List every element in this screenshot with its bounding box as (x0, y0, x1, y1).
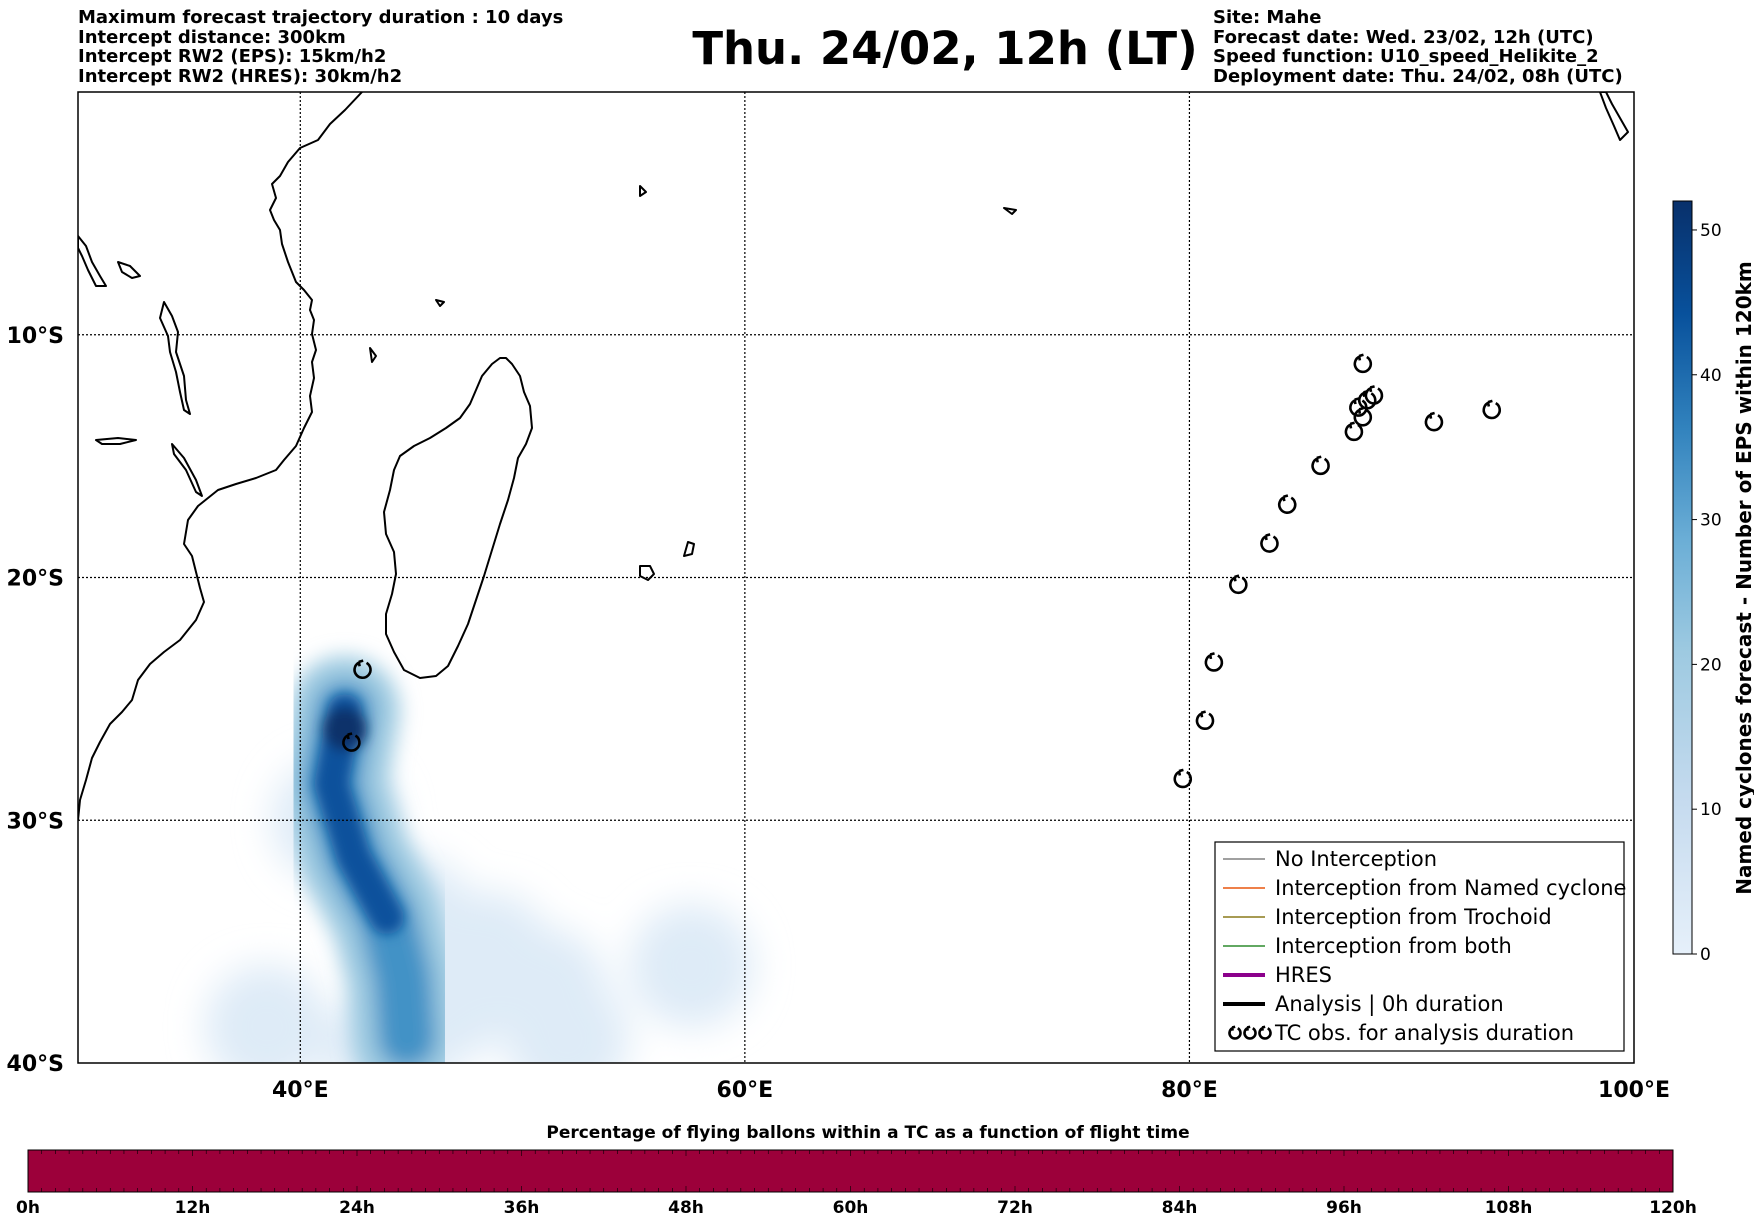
density-peak (322, 707, 367, 752)
legend-label: Interception from Trochoid (1275, 905, 1552, 929)
flight-bar-tick-label: 36h (504, 1198, 540, 1218)
colorbar-tick-label: 50 (1700, 221, 1722, 241)
density-outer-blob (629, 903, 754, 1028)
tc-observation-icon (342, 732, 361, 752)
colorbar-label: Named cyclones forecast - Number of EPS … (1732, 261, 1754, 895)
header-left-line: Intercept RW2 (HRES): 30km/h2 (78, 65, 403, 87)
tc-observation-icon (1229, 574, 1248, 595)
tc-observation-icon (1260, 533, 1279, 553)
lon-tick-label: 40°E (272, 1078, 329, 1103)
header-right-line: Forecast date: Wed. 23/02, 12h (UTC) (1213, 26, 1594, 48)
colorbar-tick-label: 10 (1700, 800, 1722, 820)
legend-label: Interception from both (1275, 934, 1512, 958)
flight-bar-tick-label: 24h (339, 1198, 375, 1218)
flight-bar-tick-label: 120h (1649, 1198, 1697, 1218)
island-coastline (1003, 207, 1017, 215)
colorbar-tick-label: 20 (1700, 655, 1722, 675)
flight-bar-title: Percentage of flying ballons within a TC… (546, 1123, 1189, 1143)
header-right-line: Site: Mahe (1213, 7, 1322, 28)
legend-label: No Interception (1275, 847, 1437, 871)
header-left-info: Maximum forecast trajectory duration : 1… (78, 8, 563, 86)
tc-observations (342, 353, 1502, 789)
flight-bar-tick-label: 108h (1485, 1198, 1533, 1218)
lake-coastline (95, 437, 137, 445)
tc-observation-icon (1311, 455, 1330, 476)
lon-tick-label: 80°E (1161, 1078, 1218, 1103)
header-left-line: Maximum forecast trajectory duration : 1… (78, 7, 564, 28)
header-right-line: Deployment date: Thu. 24/02, 08h (UTC) (1213, 65, 1623, 87)
lat-tick-label: 30°S (7, 809, 64, 834)
colorbar-tick-label: 40 (1700, 366, 1722, 386)
lon-tick-label: 100°E (1598, 1078, 1670, 1103)
island-coastline (1599, 92, 1629, 141)
madagascar-coastline (383, 357, 533, 679)
colorbar-tick-label: 0 (1700, 945, 1711, 965)
flight-bar-fill (27, 1149, 1674, 1193)
flight-bar-tick-label: 48h (668, 1198, 704, 1218)
map-axis-ticks: 40°E 60°E 80°E 100°E 10°S 20°S 30°S 40°S (7, 324, 1670, 1103)
colorbar-tick-label: 30 (1700, 511, 1722, 531)
map-title: Thu. 24/02, 12h (LT) (692, 22, 1198, 75)
lake-coastline (78, 235, 107, 287)
flight-bar-tick-label: 60h (833, 1198, 869, 1218)
eps-density-field (204, 656, 754, 1063)
colorbar-scale (1672, 200, 1693, 955)
tc-observation-icon (1353, 353, 1373, 374)
legend-box (1214, 841, 1625, 1052)
map-legend: No Interception Interception from Named c… (1214, 841, 1626, 1052)
island-coastline (683, 541, 695, 557)
header-right-line: Speed function: U10_speed_Helikite_2 (1213, 46, 1599, 67)
legend-label: TC obs. for analysis duration (1274, 1021, 1574, 1045)
lake-coastline (159, 301, 191, 415)
map-gridlines (78, 92, 1634, 1063)
legend-label: HRES (1275, 963, 1332, 987)
header-left-line: Intercept distance: 300km (78, 26, 346, 48)
flight-bar-tick-label: 12h (175, 1198, 211, 1218)
legend-tc-icon (1243, 1025, 1257, 1040)
lon-tick-label: 60°E (717, 1078, 774, 1103)
legend-tc-icon (1258, 1025, 1272, 1040)
flight-bar-tick-label: 96h (1326, 1198, 1362, 1218)
density-outer-blob (204, 964, 329, 1063)
lat-tick-label: 10°S (7, 324, 64, 349)
tc-observation-icon (353, 659, 372, 680)
lat-tick-label: 40°S (7, 1052, 64, 1077)
flight-bar-tick-label: 84h (1162, 1198, 1198, 1218)
header-left-line: Intercept RW2 (EPS): 15km/h2 (78, 46, 387, 67)
lat-tick-label: 20°S (7, 567, 64, 592)
tc-observation-icon (1277, 494, 1297, 514)
tc-observation-icon (1482, 399, 1502, 420)
tc-observation-icon (1424, 411, 1444, 432)
map-frame (77, 91, 1635, 1064)
island-coastline (369, 347, 377, 363)
tc-observation-icon (1173, 768, 1193, 789)
density-outer-blob (482, 928, 607, 1053)
flight-bar-tick-label: 72h (997, 1198, 1033, 1218)
eps-colorbar: 0 10 20 30 40 50 (1672, 200, 1722, 965)
tc-observation-icon (1344, 421, 1364, 442)
island-coastline (639, 185, 647, 197)
legend-label: Analysis | 0h duration (1275, 992, 1504, 1017)
tc-observation-icon (1204, 652, 1224, 672)
flight-time-bar: 0h 12h 24h 36h 48h 60h 72h 84h 96h 108h 120h (16, 1149, 1697, 1218)
lake-coastline (171, 443, 203, 497)
flight-bar-tick-label: 0h (16, 1198, 40, 1218)
tc-observation-icon (1195, 710, 1215, 731)
legend-tc-icon (1228, 1025, 1242, 1040)
legend-label: Interception from Named cyclone (1275, 876, 1626, 900)
lake-coastline (117, 261, 141, 279)
island-coastline (435, 299, 445, 307)
tc-observation-icon (1353, 406, 1373, 427)
header-right-info: Site: Mahe Forecast date: Wed. 23/02, 12… (1213, 8, 1623, 86)
tc-observation-icon (1364, 385, 1384, 405)
